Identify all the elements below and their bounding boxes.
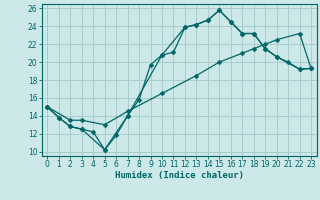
X-axis label: Humidex (Indice chaleur): Humidex (Indice chaleur) bbox=[115, 171, 244, 180]
